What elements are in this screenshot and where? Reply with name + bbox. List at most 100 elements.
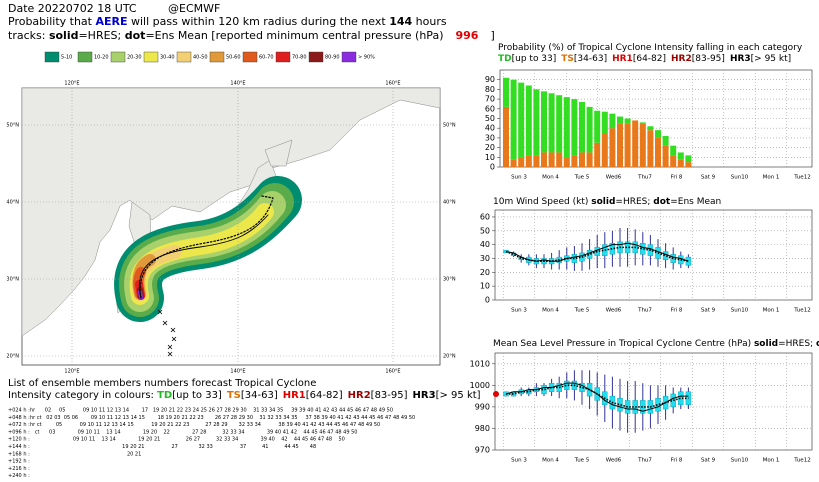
y-tick-label: 40 xyxy=(485,124,495,133)
box xyxy=(640,243,646,255)
row-members: hr 02 05 09 10 11 12 13 14 17 19 20 21 2… xyxy=(30,408,393,414)
category-range: [> 95 kt] xyxy=(436,390,481,401)
day-label: Sun 3 xyxy=(511,458,527,464)
bar-segment xyxy=(609,113,616,129)
bar-segment xyxy=(510,159,517,167)
bar-segment xyxy=(670,145,677,156)
bar-segment xyxy=(563,97,570,158)
y-tick-label: 90 xyxy=(485,75,495,84)
hres-track xyxy=(138,214,269,299)
plot-frame xyxy=(494,352,813,451)
day-label: Sun 3 xyxy=(511,175,527,181)
org: @ECMWF xyxy=(168,2,220,15)
row-members: 09 10 11 13 14 19 20 21 26 27 32 33 34 3… xyxy=(30,437,345,443)
y-tick-label: 30 xyxy=(485,133,495,142)
day-label: Wed6 xyxy=(606,458,622,464)
bar-segment xyxy=(548,93,555,153)
reported-pressure: 996 xyxy=(455,29,478,42)
y-tick-label: 40 xyxy=(480,240,490,249)
legend-swatch xyxy=(143,51,159,63)
text-part: 10m Wind Speed (kt) xyxy=(493,197,591,207)
text-part: solid xyxy=(591,197,615,207)
category-range: [34-63] xyxy=(241,390,278,401)
legend-label: 40-50 xyxy=(193,55,208,61)
lon-label: 160°E xyxy=(385,369,400,375)
bar-segment xyxy=(503,77,509,107)
category-range: [up to 33] xyxy=(512,54,557,64)
rich-text: Mean Sea Level Pressure in Tropical Cycl… xyxy=(493,339,819,349)
category-range: [up to 33] xyxy=(172,390,222,401)
bar-segment xyxy=(655,137,661,167)
bar-segment xyxy=(639,122,646,124)
text-part: =HRES; xyxy=(78,29,124,42)
category-range: [> 95 kt] xyxy=(751,54,791,64)
bar-segment xyxy=(685,155,692,163)
bar-segment xyxy=(662,135,669,146)
legend-label: 60-70 xyxy=(259,55,274,61)
day-label: Tue12 xyxy=(793,458,810,464)
bar-segment xyxy=(579,102,585,153)
bar-segment xyxy=(594,142,601,167)
y-tick-label: 0 xyxy=(485,296,490,305)
row-label: +048 h : xyxy=(8,415,30,421)
row-label: +192 h : xyxy=(8,459,30,465)
text-part: Probability that xyxy=(8,15,95,28)
day-label: Sun10 xyxy=(731,175,749,181)
legend-swatch xyxy=(44,51,60,63)
lat-label: 50°N xyxy=(443,123,456,129)
bar-segment xyxy=(548,152,555,167)
box xyxy=(624,241,631,254)
day-label: Fri 8 xyxy=(671,175,683,181)
legend-swatch xyxy=(242,51,258,63)
lon-label: 160°E xyxy=(385,81,400,87)
observed-track xyxy=(157,309,177,357)
text-part: dot xyxy=(816,339,819,349)
bar-segment xyxy=(518,82,525,158)
bar-segment xyxy=(525,155,532,167)
bar-segment xyxy=(609,128,616,167)
text-part: dot xyxy=(125,29,146,42)
rich-text: Probability (%) of Tropical Cyclone Inte… xyxy=(498,43,803,53)
bar-segment xyxy=(647,130,654,167)
bar-segment xyxy=(579,152,585,167)
row-label: +144 h : xyxy=(8,444,30,450)
bar-segment xyxy=(685,162,692,167)
y-tick-label: 10 xyxy=(480,282,490,291)
day-label: Tue12 xyxy=(793,175,810,181)
lat-label: 30°N xyxy=(443,277,456,283)
day-label: Mon 4 xyxy=(542,175,559,181)
category-name: HR1 xyxy=(283,390,306,401)
text-part: Mean Sea Level Pressure in Tropical Cycl… xyxy=(493,339,754,349)
bar-segment xyxy=(541,91,547,153)
category-name: HR2 xyxy=(671,54,692,64)
box xyxy=(655,398,661,412)
y-tick-label: 0 xyxy=(490,163,495,172)
y-tick-label: 980 xyxy=(475,424,490,433)
lat-label: 40°N xyxy=(443,200,456,206)
bar-segment xyxy=(533,89,540,156)
bar-segment xyxy=(563,157,570,167)
row-members: hr ct 02 03 05 06 09 10 11 12 13 14 15 1… xyxy=(30,415,415,421)
day-label: Mon 4 xyxy=(542,458,559,464)
category-name: TD xyxy=(498,54,512,64)
y-tick-label: 970 xyxy=(475,446,490,455)
legend-label: 5-10 xyxy=(61,55,72,61)
category-name: HR3 xyxy=(730,54,751,64)
legend-swatch xyxy=(110,51,126,63)
members-title: List of ensemble members numbers forecas… xyxy=(8,378,316,389)
bar-segment xyxy=(639,123,646,167)
day-label: Tue 5 xyxy=(574,308,590,314)
row-members: hr ct 05 09 10 11 12 13 14 15 19 20 21 2… xyxy=(30,422,380,428)
rich-text: 10m Wind Speed (kt) solid=HRES; dot=Ens … xyxy=(493,197,721,207)
y-tick-label: 1000 xyxy=(470,381,490,390)
hres-line xyxy=(505,382,689,412)
text-part: hours xyxy=(412,15,447,28)
legend-swatch xyxy=(275,51,291,63)
day-label: Mon 1 xyxy=(763,175,780,181)
rich-text: Probability that AERE will pass within 1… xyxy=(8,15,447,28)
y-tick-label: 60 xyxy=(480,212,490,221)
day-label: Thu7 xyxy=(637,175,652,181)
intensity-prefix: Intensity category in colours: xyxy=(8,390,157,401)
hres-line xyxy=(505,242,689,262)
bar-segment xyxy=(594,110,601,143)
